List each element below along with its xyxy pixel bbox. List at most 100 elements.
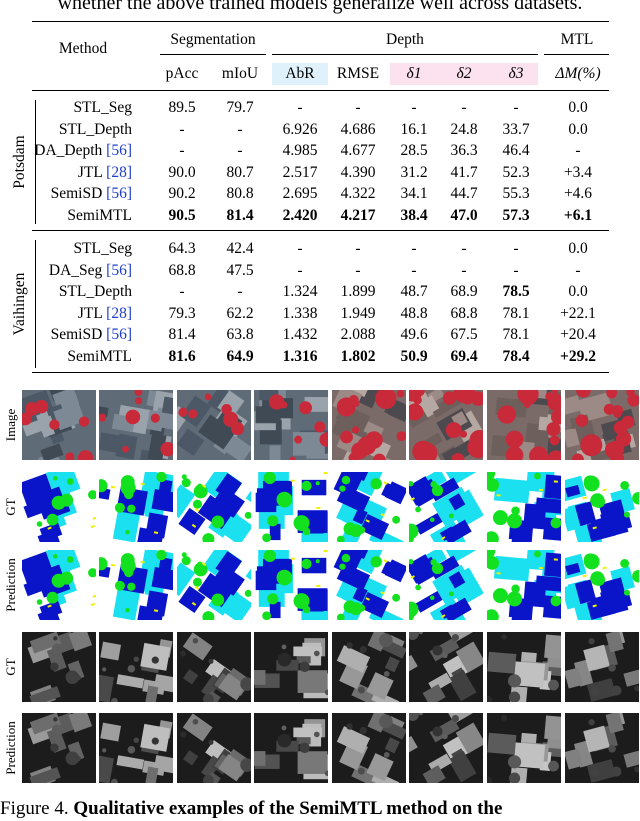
predicted-depth-tile xyxy=(22,713,96,783)
table-cell-delta-m: +29.2 xyxy=(560,348,596,365)
table-cell-delta-m: +22.1 xyxy=(560,304,596,322)
table-cell-rmse: 4.677 xyxy=(340,142,376,160)
method-name: STL_Seg xyxy=(73,99,132,117)
method-name: DA_Depth [56] xyxy=(34,142,132,160)
table-cell-delta2: 68.9 xyxy=(450,283,478,301)
table-cell-delta-m: 0.0 xyxy=(568,120,588,138)
mtl-header: MTL xyxy=(560,31,594,48)
citation-link[interactable]: [28] xyxy=(106,304,132,322)
table-cell-delta3: 78.5 xyxy=(502,283,530,301)
method-name: JTL [28] xyxy=(78,164,132,182)
table-cell-rmse: 1.802 xyxy=(340,348,376,365)
table-cell-delta1: 48.7 xyxy=(400,283,428,301)
table-cell-rmse: 4.686 xyxy=(340,120,376,138)
gt-segmentation-tile xyxy=(177,472,251,542)
table-cell-delta2: 69.4 xyxy=(450,348,478,365)
predicted-segmentation-tile xyxy=(487,550,561,620)
table-cell-miou: 80.8 xyxy=(226,185,254,203)
table-cell-pacc: 81.6 xyxy=(168,348,196,365)
table-cell-rmse: - xyxy=(355,261,361,279)
col-header-pacc: pAcc xyxy=(165,65,199,82)
table-cell-pacc: 79.3 xyxy=(168,304,196,322)
table-cell-delta1: 28.5 xyxy=(400,142,428,160)
col-header-miou: mIoU xyxy=(221,65,259,82)
col-header-delta-m: ΔM(%) xyxy=(555,65,601,82)
input-image-tile xyxy=(565,390,639,460)
col-header-abr: AbR xyxy=(285,65,315,82)
gt-depth-tile xyxy=(565,632,639,702)
table-cell-abr: - xyxy=(297,99,303,116)
citation-link[interactable]: [56] xyxy=(106,261,132,279)
section-label-vaihingen: Vaihingen xyxy=(11,272,28,336)
table-cell-delta2: 68.8 xyxy=(450,304,478,322)
table-cell-delta2: 67.5 xyxy=(450,326,478,344)
gt-segmentation-tile xyxy=(254,472,328,542)
predicted-segmentation-tile xyxy=(565,550,639,620)
table-cell-delta1: 34.1 xyxy=(400,185,428,203)
table-cell-delta3: 78.1 xyxy=(502,304,530,322)
table-cell-pacc: 90.2 xyxy=(168,185,196,203)
citation-link[interactable]: [56] xyxy=(106,185,132,203)
method-label: STL_Seg xyxy=(73,240,132,257)
predicted-depth-tile xyxy=(332,713,406,783)
table-cell-delta-m: 0.0 xyxy=(568,99,588,116)
table-cell-abr: 6.926 xyxy=(282,120,318,138)
table-cell-rmse: - xyxy=(355,240,361,257)
table-cell-pacc: - xyxy=(179,142,185,160)
method-name: STL_Depth xyxy=(59,283,132,301)
depth-group-rule xyxy=(272,54,538,55)
method-label: SemiMTL xyxy=(67,207,132,224)
method-name: JTL [28] xyxy=(78,305,132,323)
input-image-tile xyxy=(177,390,251,460)
method-label: DA_Seg xyxy=(48,261,107,279)
gt-depth-tile xyxy=(254,632,328,702)
table-cell-delta1: 49.6 xyxy=(400,326,428,344)
method-label: SemiSD xyxy=(50,326,107,344)
table-cell-delta1: 50.9 xyxy=(400,348,428,365)
table-cell-delta3: 55.3 xyxy=(502,185,530,203)
table-cell-rmse: 1.949 xyxy=(340,304,376,322)
predicted-segmentation-tile xyxy=(254,550,328,620)
table-cell-delta-m: +6.1 xyxy=(563,207,593,224)
table-cell-delta2: - xyxy=(461,240,467,257)
gt-depth-tile xyxy=(99,632,173,702)
table-cell-abr: 1.324 xyxy=(282,283,318,301)
table-cell-delta-m: - xyxy=(575,142,581,160)
table-cell-abr: - xyxy=(297,240,303,257)
table-cell-miou: 81.4 xyxy=(226,207,254,224)
gt-depth-tile xyxy=(22,632,96,702)
table-cell-abr: 1.338 xyxy=(282,304,318,322)
col-header-delta2: δ2 xyxy=(456,65,472,82)
table-cell-delta-m: 0.0 xyxy=(568,283,588,301)
citation-link[interactable]: [28] xyxy=(106,163,132,181)
gt-depth-tile xyxy=(177,632,251,702)
table-cell-delta2: 24.8 xyxy=(450,120,478,138)
table-cell-delta-m: 0.0 xyxy=(568,240,588,257)
citation-link[interactable]: [56] xyxy=(106,142,132,160)
table-cell-pacc: - xyxy=(179,283,185,301)
method-name: DA_Seg [56] xyxy=(49,262,132,280)
gt-segmentation-tile xyxy=(332,472,406,542)
method-label: JTL xyxy=(77,163,107,181)
gt-depth-tile xyxy=(409,632,483,702)
predicted-depth-tile xyxy=(99,713,173,783)
citation-link[interactable]: [56] xyxy=(106,326,132,344)
method-label: STL_Depth xyxy=(58,120,132,138)
bottom-rule xyxy=(32,372,609,374)
table-cell-delta3: 78.1 xyxy=(502,326,530,344)
method-label: STL_Depth xyxy=(58,283,132,301)
gt-segmentation-tile xyxy=(409,472,483,542)
table-cell-delta3: 57.3 xyxy=(502,207,530,224)
table-cell-delta3: - xyxy=(513,261,519,279)
row-label-gt-seg: GT xyxy=(3,498,18,516)
table-cell-delta3: 52.3 xyxy=(502,163,530,181)
table-cell-delta3: - xyxy=(513,99,519,116)
depth-header: Depth xyxy=(386,31,424,48)
table-cell-abr: 2.420 xyxy=(282,207,318,224)
table-cell-delta1: - xyxy=(411,240,417,257)
table-cell-pacc: 90.5 xyxy=(168,207,196,224)
table-cell-delta3: 46.4 xyxy=(502,142,530,160)
col-header-delta1: δ1 xyxy=(406,65,422,82)
predicted-depth-tile xyxy=(487,713,561,783)
table-cell-delta-m: - xyxy=(575,261,581,279)
